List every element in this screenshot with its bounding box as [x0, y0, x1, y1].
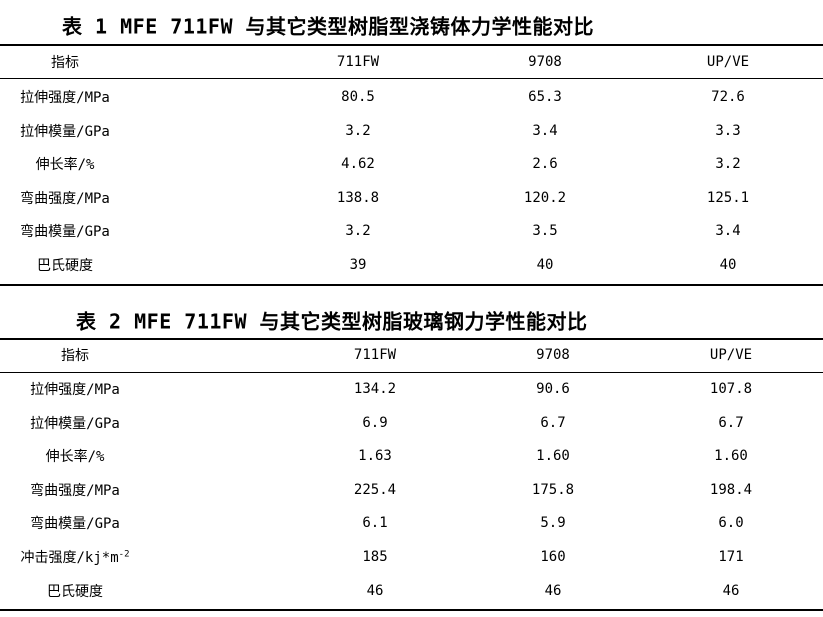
cell: 拉伸模量/GPa	[30, 415, 120, 432]
top-rule	[0, 44, 823, 46]
cell: 1.60	[536, 448, 570, 465]
bottom-rule	[0, 283, 823, 286]
cell: 90.6	[536, 381, 570, 397]
cell: 3.2	[345, 122, 371, 139]
cell: 6.0	[718, 515, 744, 532]
cell: 198.4	[709, 481, 753, 498]
cell: 107.8	[709, 381, 753, 397]
bottom-rule	[0, 609, 823, 612]
cell: 3.2	[715, 156, 741, 173]
cell: 65.3	[528, 89, 562, 105]
cell: 6.7	[540, 414, 566, 431]
cell-text: 冲击强度/kj*m	[20, 550, 119, 566]
cell: 80.5	[341, 89, 375, 105]
cell: 伸长率/%	[45, 449, 105, 466]
cell: 3.3	[715, 122, 741, 139]
cell: 120.2	[523, 189, 567, 206]
cell: 160	[540, 549, 566, 565]
cell: 1.60	[714, 448, 748, 465]
cell: 3.2	[345, 223, 371, 240]
table-title: 表 1 MFE 711FW 与其它类型树脂型浇铸体力学性能对比	[62, 14, 595, 39]
cell: 3.5	[532, 223, 558, 240]
cell: 拉伸模量/GPa	[20, 123, 110, 140]
header-cell: 711FW	[353, 347, 397, 363]
cell: 125.1	[706, 189, 750, 206]
cell: 3.4	[715, 223, 741, 240]
top-rule	[0, 338, 823, 340]
cell: 弯曲强度/MPa	[30, 482, 120, 499]
cell: 冲击强度/kj*m-2	[21, 547, 130, 567]
cell: 185	[362, 549, 388, 565]
header-cell: 9708	[528, 54, 562, 70]
cell: 巴氏硬度	[37, 258, 93, 274]
cell: 46	[366, 582, 384, 599]
cell: 2.6	[532, 156, 558, 173]
table-title: 表 2 MFE 711FW 与其它类型树脂玻璃钢力学性能对比	[76, 309, 588, 334]
cell: 6.9	[362, 414, 388, 431]
cell: 40	[719, 257, 737, 273]
cell: 225.4	[353, 481, 397, 498]
cell: 拉伸强度/MPa	[30, 382, 120, 398]
header-rule	[0, 78, 823, 79]
superscript: -2	[118, 549, 130, 560]
cell: 3.4	[532, 122, 558, 139]
cell: 弯曲模量/GPa	[20, 224, 110, 241]
cell: 巴氏硬度	[47, 583, 103, 600]
cell: 4.62	[341, 156, 375, 173]
header-cell: UP/VE	[709, 347, 753, 363]
cell: 1.63	[358, 448, 392, 465]
header-cell: 指标	[61, 348, 89, 364]
cell: 138.8	[336, 189, 380, 206]
cell: 伸长率/%	[35, 157, 95, 174]
cell: 72.6	[711, 89, 745, 105]
cell: 40	[536, 257, 554, 273]
cell: 39	[349, 257, 367, 273]
cell: 弯曲模量/GPa	[30, 516, 120, 533]
cell: 134.2	[353, 381, 397, 397]
cell: 171	[718, 549, 744, 565]
cell: 拉伸强度/MPa	[20, 90, 110, 106]
header-rule	[0, 372, 823, 373]
header-cell: 9708	[536, 347, 570, 363]
cell: 175.8	[531, 481, 575, 498]
cell: 6.7	[718, 414, 744, 431]
header-cell: 指标	[51, 55, 79, 71]
cell: 6.1	[362, 515, 388, 532]
cell: 5.9	[540, 515, 566, 532]
cell: 弯曲强度/MPa	[20, 190, 110, 207]
cell: 46	[544, 582, 562, 599]
header-cell: 711FW	[336, 54, 380, 70]
cell: 46	[722, 582, 740, 599]
header-cell: UP/VE	[706, 54, 750, 70]
